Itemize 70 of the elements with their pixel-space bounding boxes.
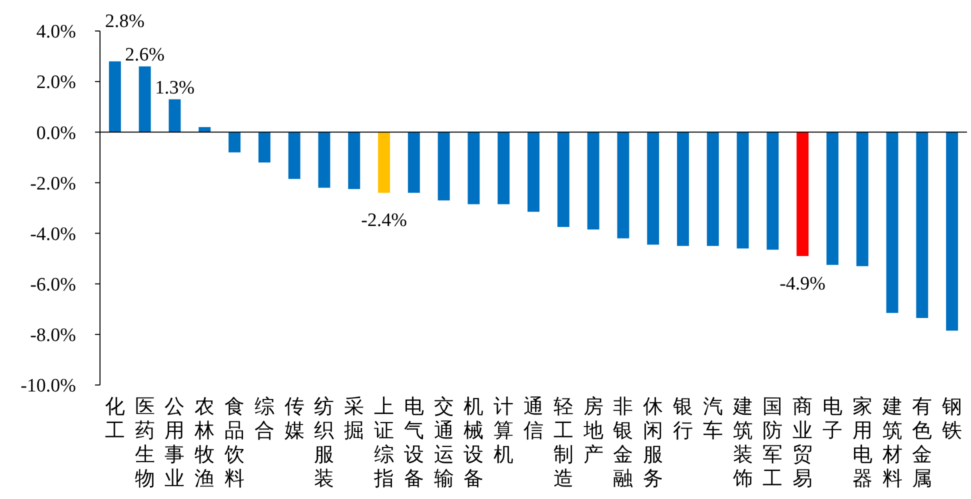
bar (228, 132, 241, 152)
bar (736, 132, 749, 248)
x-tick-label: 银行 (672, 396, 693, 442)
bar (498, 132, 510, 204)
x-tick-label: 农林牧渔 (194, 396, 215, 490)
data-label: -4.9% (780, 273, 826, 294)
bar (378, 132, 390, 193)
bar (856, 132, 868, 266)
y-tick-label: 4.0% (36, 22, 76, 43)
x-tick-label: 电子 (822, 396, 842, 442)
x-tick-label: 建筑装饰 (732, 396, 753, 490)
bar (617, 132, 630, 238)
bar (348, 132, 360, 190)
x-tick-label: 轻工制造 (553, 396, 574, 490)
x-tick-label: 休闲服务 (643, 396, 664, 490)
bar (438, 132, 450, 200)
bar (528, 132, 540, 212)
bar (826, 132, 838, 265)
data-label: 1.3% (154, 77, 195, 98)
x-tick-label: 家用电器 (852, 396, 872, 490)
x-tick-label: 上证综指 (373, 396, 394, 490)
bar (168, 99, 181, 132)
bar (946, 132, 958, 331)
bar (706, 132, 719, 246)
y-tick-label: -10.0% (20, 376, 76, 397)
x-tick-label: 汽车 (702, 396, 723, 442)
x-tick-label: 房地产 (582, 396, 604, 466)
x-tick-label: 钢铁 (941, 396, 962, 442)
x-tick-label: 交通运输 (434, 396, 454, 490)
x-tick-label: 电气设备 (404, 396, 424, 490)
y-tick-label: -8.0% (30, 325, 76, 346)
bar (916, 132, 928, 318)
bar (766, 132, 779, 250)
x-tick-label: 通信 (524, 396, 544, 442)
x-tick-label: 建筑材料 (881, 396, 902, 490)
y-tick-label: -2.0% (30, 173, 76, 194)
y-tick-label: 0.0% (36, 122, 76, 144)
bar (886, 132, 898, 313)
x-tick-label: 采掘 (344, 396, 364, 442)
bar (138, 66, 151, 132)
x-tick-label: 机械设备 (464, 396, 484, 490)
y-tick-label: -6.0% (30, 274, 76, 296)
bar (677, 132, 689, 246)
bar (468, 132, 480, 204)
bar (108, 61, 121, 132)
x-tick-label: 食品饮料 (224, 396, 245, 490)
bar (796, 132, 809, 256)
bar (647, 132, 660, 245)
bar (408, 132, 420, 193)
bar (288, 132, 300, 179)
x-tick-label: 综合 (254, 396, 274, 442)
bar (318, 132, 330, 188)
x-tick-label: 有色金属 (912, 396, 932, 490)
x-tick-label: 计算机 (494, 396, 514, 466)
bar (557, 132, 570, 227)
x-tick-label: 传媒 (284, 396, 304, 442)
data-label: 2.6% (125, 44, 165, 66)
x-tick-label: 国防军工 (762, 396, 783, 490)
data-label: -2.4% (361, 210, 408, 232)
x-tick-label: 商业贸易 (792, 396, 813, 490)
x-tick-label: 非银金融 (612, 396, 634, 490)
x-tick-label: 公用事业 (164, 396, 185, 490)
x-tick-label: 医药生物 (134, 396, 155, 490)
bar (258, 132, 270, 162)
x-tick-label: 纺织服装 (314, 396, 334, 490)
bar (587, 132, 600, 230)
data-label: 2.8% (104, 11, 145, 32)
y-tick-label: 2.0% (36, 72, 76, 94)
x-tick-label: 化工 (104, 396, 125, 442)
y-tick-label: -4.0% (30, 224, 76, 245)
